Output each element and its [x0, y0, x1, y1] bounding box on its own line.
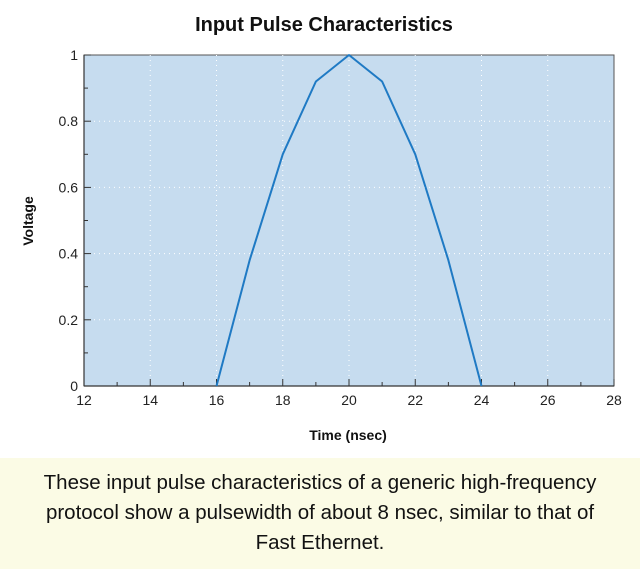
series-layer	[215, 54, 483, 387]
chart-svg: Input Pulse Characteristics 0 0.2 0.4 0.6 0.…	[20, 14, 622, 443]
tick-labels: 0 0.2 0.4 0.6 0.8 1 12 14 16 18 20 22 24 26 28	[59, 47, 622, 408]
y-tick-label: 0.2	[59, 312, 79, 328]
x-tick-label: 26	[540, 392, 556, 408]
y-tick-label: 0	[70, 378, 78, 394]
y-tick-label: 1	[70, 47, 78, 63]
x-tick-label: 20	[341, 392, 357, 408]
x-tick-label: 14	[142, 392, 158, 408]
chart-figure: Input Pulse Characteristics 0 0.2 0.4 0.6 0.…	[20, 14, 622, 443]
y-tick-label: 0.8	[59, 113, 79, 129]
y-tick-label: 0.6	[59, 179, 79, 195]
x-axis-label: Time (nsec)	[309, 427, 387, 443]
x-tick-label: 28	[606, 392, 622, 408]
chart-title: Input Pulse Characteristics	[195, 14, 453, 36]
y-axis-label: Voltage	[20, 196, 36, 246]
figure-caption: These input pulse characteristics of a g…	[0, 458, 640, 569]
grid-lines	[84, 55, 614, 386]
x-tick-label: 24	[474, 392, 490, 408]
y-tick-label: 0.4	[59, 246, 79, 262]
x-tick-label: 22	[407, 392, 423, 408]
pulse-series-line	[215, 54, 483, 387]
x-tick-label: 12	[76, 392, 92, 408]
x-tick-label: 16	[209, 392, 225, 408]
x-tick-label: 18	[275, 392, 291, 408]
